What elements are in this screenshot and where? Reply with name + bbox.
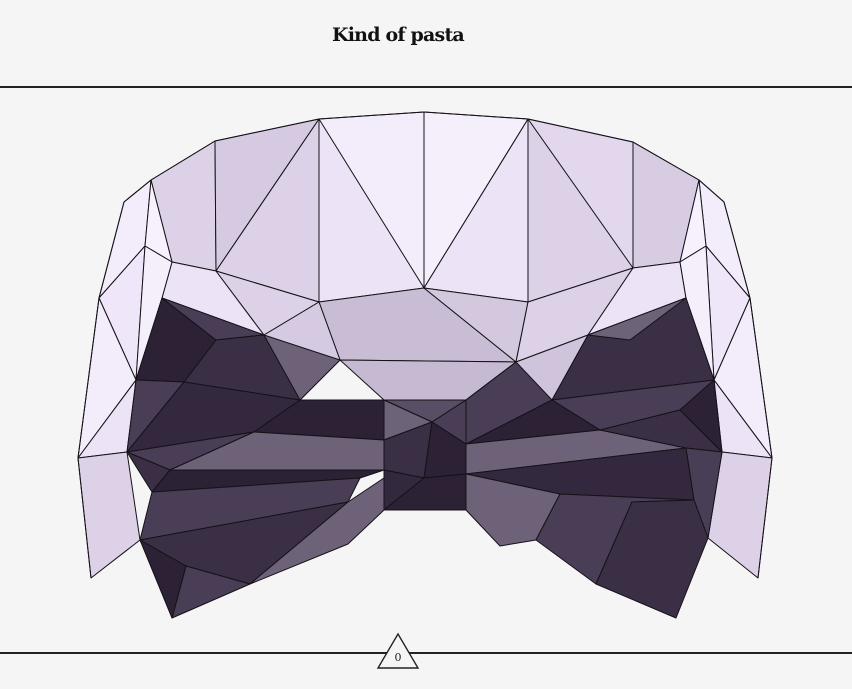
header: Kind of pasta (0, 0, 852, 87)
bottom-divider (0, 652, 852, 654)
counter-badge: 0 (376, 632, 420, 669)
bowl-left-wall (77, 179, 173, 579)
counter-value: 0 (395, 651, 402, 664)
pasta-right-wing (465, 297, 723, 619)
pasta-left-wing (126, 297, 385, 619)
top-divider (0, 86, 852, 88)
pasta-center-knot (383, 399, 467, 511)
bowl-back-rim (150, 111, 700, 303)
page-title: Kind of pasta (332, 24, 465, 46)
bowl-lip (77, 111, 773, 579)
triangle-icon (376, 632, 420, 669)
